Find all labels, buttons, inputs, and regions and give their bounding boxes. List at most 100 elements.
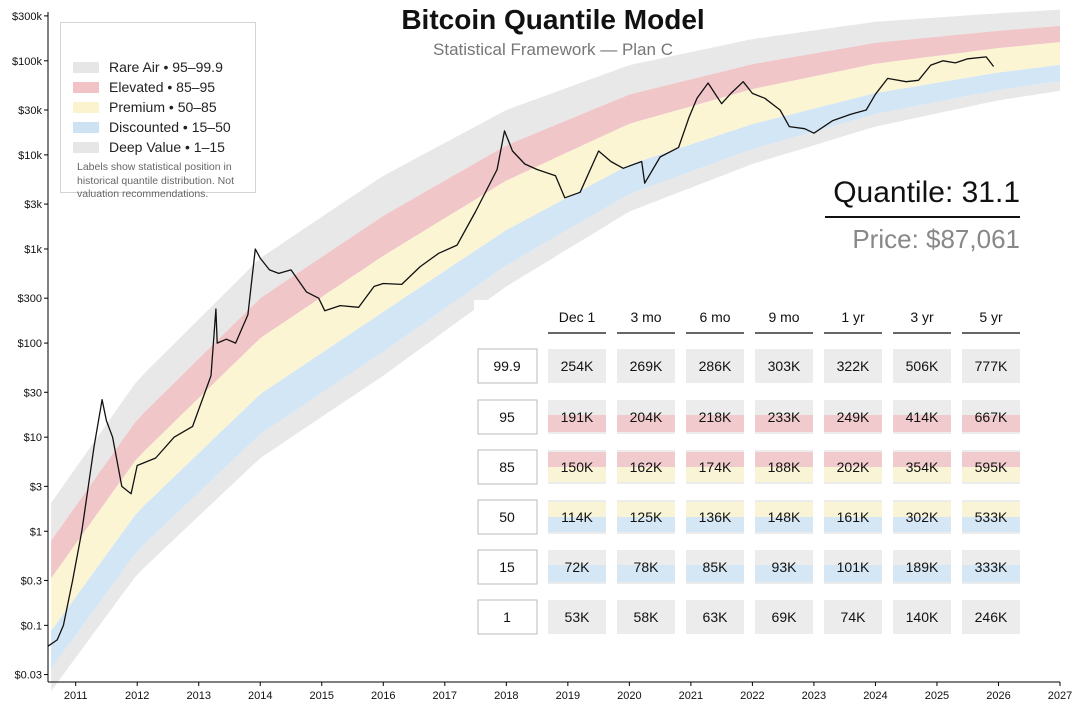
table-cell-stripe bbox=[617, 502, 675, 517]
table-cell-value: 249K bbox=[837, 409, 870, 425]
table-cell-stripe bbox=[893, 452, 951, 467]
legend-swatch bbox=[73, 101, 99, 113]
table-cell-stripe bbox=[686, 467, 744, 482]
table-cell bbox=[962, 600, 1020, 634]
legend-label: Deep Value • 1–15 bbox=[109, 139, 225, 155]
table-cell-stripe bbox=[548, 502, 606, 517]
table-cell bbox=[548, 600, 606, 634]
y-tick-label: $3k bbox=[24, 199, 42, 211]
legend-item-elevated: Elevated • 85–95 bbox=[73, 79, 215, 95]
table-cell-value: 246K bbox=[975, 609, 1008, 625]
table-cell-stripe bbox=[893, 467, 951, 482]
table-cell-stripe bbox=[617, 467, 675, 482]
y-tick-label: $0.3 bbox=[21, 575, 42, 587]
table-quantile-box bbox=[477, 449, 538, 485]
table-cell-value: 114K bbox=[561, 509, 593, 525]
table-column-header: 9 mo bbox=[768, 309, 799, 325]
table-cell-value: 302K bbox=[906, 509, 939, 525]
table-cell-value: 136K bbox=[699, 509, 732, 525]
table-quantile-box bbox=[477, 549, 538, 585]
table-cell-stripe bbox=[893, 415, 951, 432]
table-cell-stripe bbox=[824, 502, 882, 517]
table-cell-stripe bbox=[617, 565, 675, 582]
table-cell-value: 595K bbox=[975, 459, 1008, 475]
table-cell-stripe bbox=[617, 517, 675, 532]
table-cell-value: 218K bbox=[699, 409, 732, 425]
x-tick-label: 2013 bbox=[186, 690, 210, 702]
table-cell-value: 189K bbox=[906, 559, 939, 575]
table-cell-stripe bbox=[548, 452, 606, 467]
table-cell-value: 354K bbox=[906, 459, 939, 475]
table-cell-stripe bbox=[686, 502, 744, 517]
legend-note: Labels show statistical position in hist… bbox=[77, 161, 234, 200]
table-cell-value: 254K bbox=[561, 358, 594, 374]
y-tick-label: $30 bbox=[24, 387, 42, 399]
legend-label: Elevated • 85–95 bbox=[109, 79, 216, 95]
table-cell bbox=[893, 600, 951, 634]
y-tick-label: $100k bbox=[12, 56, 42, 68]
table-cell-value: 125K bbox=[630, 509, 663, 525]
y-tick-label: $1 bbox=[30, 526, 42, 538]
x-tick-label: 2022 bbox=[740, 690, 764, 702]
table-quantile-label: 1 bbox=[503, 609, 511, 625]
table-cell-stripe bbox=[617, 452, 675, 467]
band-elevated bbox=[51, 25, 1061, 579]
table-cell-value: 667K bbox=[975, 409, 1008, 425]
y-tick-label: $10k bbox=[18, 150, 42, 162]
table-cell-stripe bbox=[824, 565, 882, 582]
table-cell-stripe bbox=[617, 415, 675, 432]
table-cell-value: 69K bbox=[772, 609, 798, 625]
table-cell-stripe bbox=[755, 415, 813, 432]
table-column-header: 3 mo bbox=[630, 309, 661, 325]
table-cell-value: 333K bbox=[975, 559, 1008, 575]
table-cell-stripe bbox=[962, 467, 1020, 482]
legend-swatch bbox=[73, 141, 99, 153]
x-tick-label: 2012 bbox=[125, 690, 149, 702]
table-cell-value: 286K bbox=[699, 358, 732, 374]
table-cell-value: 53K bbox=[565, 609, 591, 625]
table-cell-value: 204K bbox=[630, 409, 663, 425]
y-tick-label: $0.03 bbox=[14, 670, 42, 682]
table-cell-stripe bbox=[893, 517, 951, 532]
table-quantile-label: 95 bbox=[499, 409, 515, 425]
table-quantile-label: 15 bbox=[499, 559, 515, 575]
table-cell-stripe bbox=[548, 415, 606, 432]
x-tick-label: 2014 bbox=[248, 690, 272, 702]
table-cell-value: 93K bbox=[772, 559, 798, 575]
y-tick-label: $10 bbox=[24, 432, 42, 444]
table-cell-value: 322K bbox=[837, 358, 870, 374]
table-cell-stripe bbox=[755, 452, 813, 467]
table-cell-value: 101K bbox=[837, 559, 870, 575]
legend-item-deep-value: Deep Value • 1–15 bbox=[73, 139, 225, 155]
legend-item-premium: Premium • 50–85 bbox=[73, 99, 217, 115]
table-cell-stripe bbox=[962, 452, 1020, 467]
table-cell-stripe bbox=[686, 517, 744, 532]
table-cell-stripe bbox=[686, 565, 744, 582]
table-cell-stripe bbox=[962, 517, 1020, 532]
table-cell-value: 777K bbox=[975, 358, 1008, 374]
table-cell-stripe bbox=[755, 467, 813, 482]
table-cell bbox=[755, 600, 813, 634]
x-tick-label: 2026 bbox=[986, 690, 1010, 702]
table-cell-value: 269K bbox=[630, 358, 663, 374]
table-cell-stripe bbox=[686, 415, 744, 432]
table-cell-value: 303K bbox=[768, 358, 801, 374]
table-cell-stripe bbox=[755, 565, 813, 582]
table-cell bbox=[617, 349, 675, 383]
table-cell-stripe bbox=[962, 415, 1020, 432]
table-cell bbox=[824, 600, 882, 634]
table-cell bbox=[617, 600, 675, 634]
table-cell bbox=[893, 349, 951, 383]
table-cell-stripe bbox=[548, 467, 606, 482]
x-tick-label: 2020 bbox=[617, 690, 641, 702]
table-column-header: 5 yr bbox=[979, 309, 1003, 325]
table-cell-value: 78K bbox=[634, 559, 660, 575]
y-tick-label: $1k bbox=[24, 244, 42, 256]
quantile-readout: Quantile: 31.1 bbox=[833, 176, 1020, 209]
table-quantile-label: 99.9 bbox=[493, 358, 520, 374]
price-readout: Price: $87,061 bbox=[852, 224, 1020, 254]
table-cell-stripe bbox=[824, 415, 882, 432]
table-cell-stripe bbox=[686, 452, 744, 467]
x-tick-label: 2023 bbox=[802, 690, 826, 702]
legend-label: Premium • 50–85 bbox=[109, 99, 217, 115]
